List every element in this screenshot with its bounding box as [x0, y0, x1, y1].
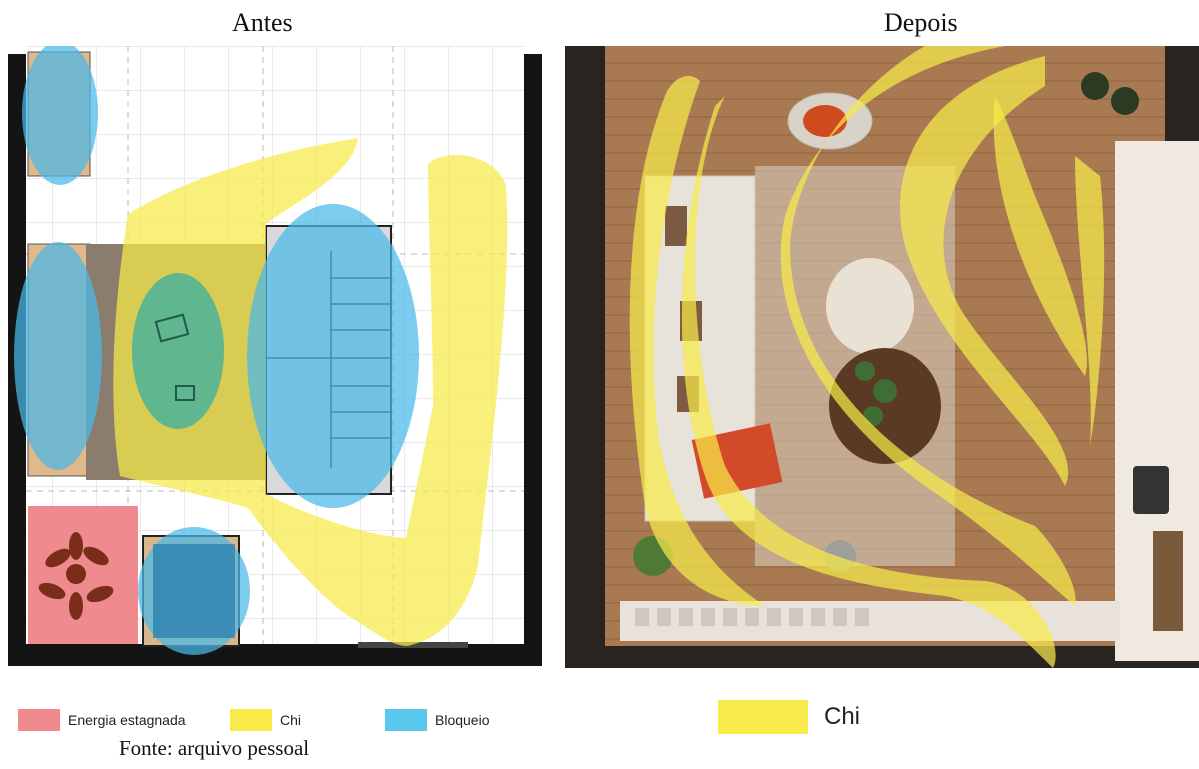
legend-chi-after: Chi [718, 700, 860, 734]
plant-icon [38, 532, 114, 620]
title-after: Depois [884, 8, 958, 37]
legend-label-chi-after: Chi [824, 703, 861, 730]
before-floor-plan [8, 41, 542, 666]
legend-label-energia: Energia estagnada [68, 712, 186, 728]
coffee-table [132, 273, 224, 429]
legend-chi: Chi [230, 709, 301, 731]
title-before: Antes [232, 8, 293, 37]
legend-label-bloqueio: Bloqueio [435, 712, 490, 728]
legend-label-chi: Chi [280, 712, 302, 728]
legend-swatch-chi-after [718, 700, 808, 734]
side-table [826, 258, 914, 354]
legend-swatch-energia [18, 709, 60, 731]
legend-swatch-bloqueio [385, 709, 427, 731]
legend-bloqueio: Bloqueio [385, 709, 490, 731]
after-room-render [565, 46, 1199, 668]
legend-swatch-chi [230, 709, 272, 731]
chi-flow [113, 138, 508, 646]
legend-energia: Energia estagnada [18, 709, 186, 731]
source-caption: Fonte: arquivo pessoal [119, 736, 310, 760]
chi-flow [629, 46, 1105, 668]
